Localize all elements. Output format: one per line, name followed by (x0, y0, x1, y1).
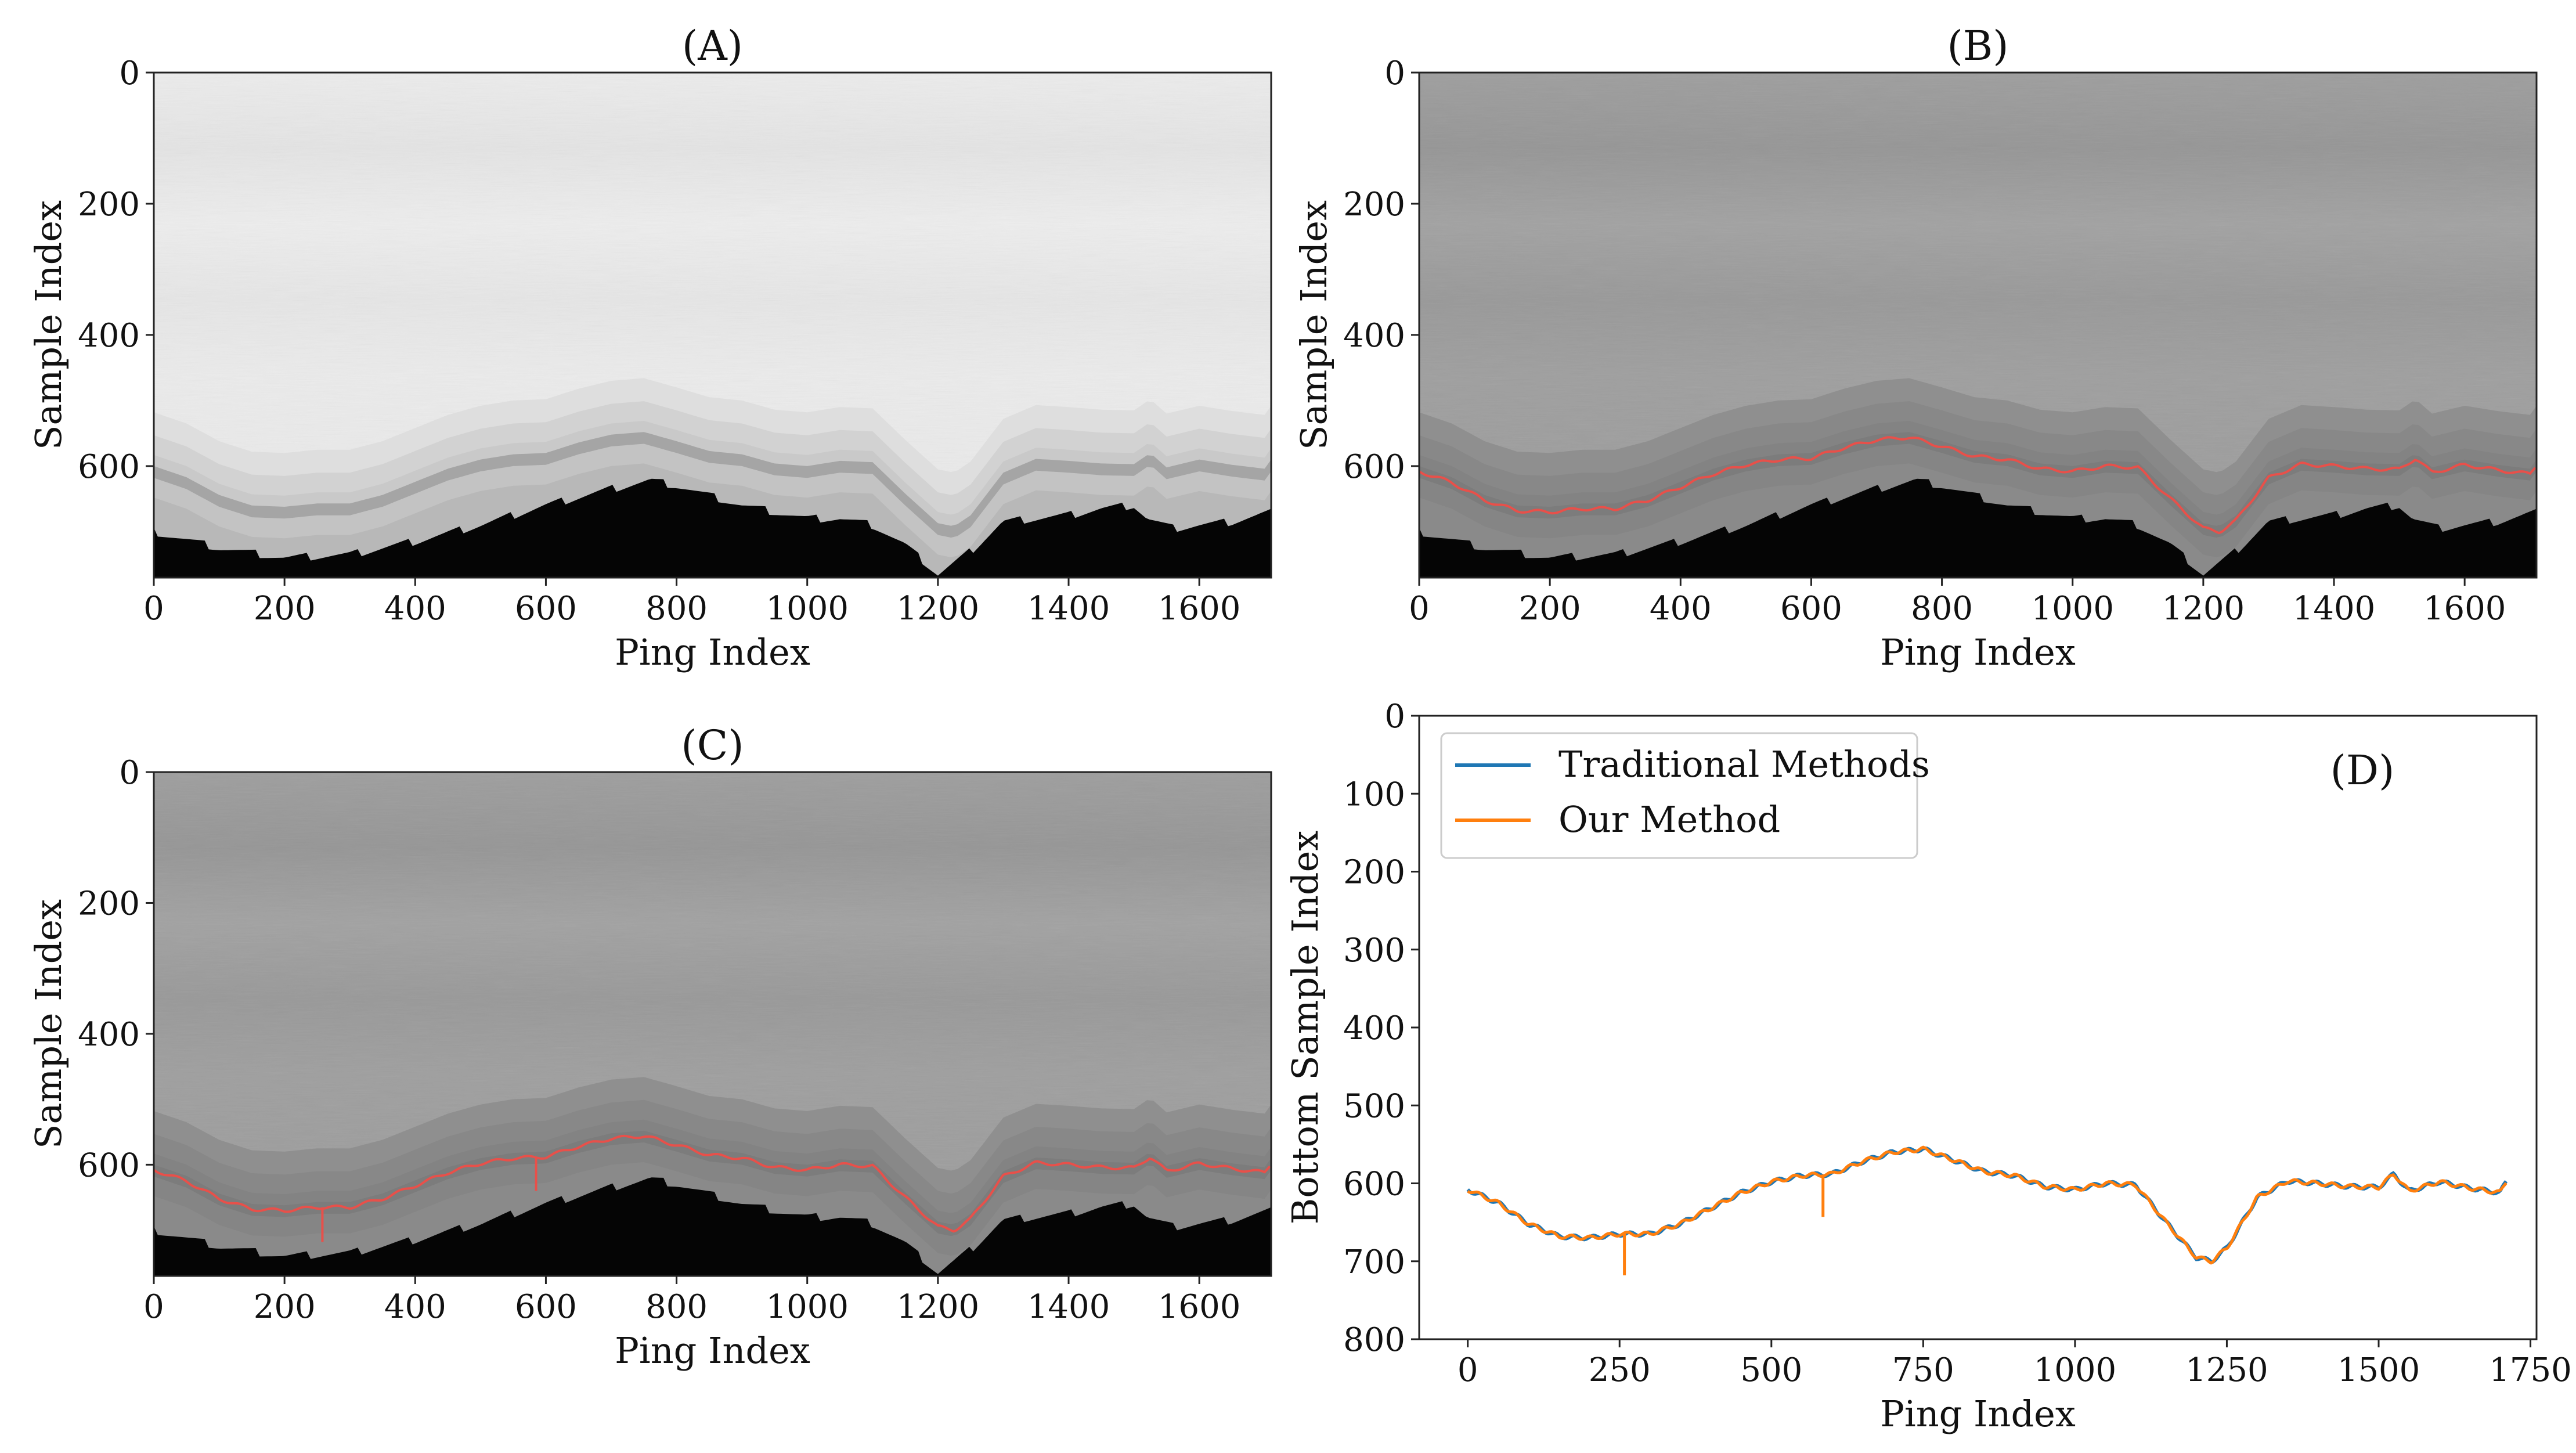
x-tick-label: 600 (1780, 590, 1842, 628)
y-tick-label: 0 (119, 55, 140, 92)
panel-0: 0 200 400 600 800 1000 1200 1400 1600 0 200 400 600 P… (27, 22, 1272, 673)
y-tick-label: 0 (1384, 55, 1405, 92)
x-tick-label: 1400 (1027, 590, 1110, 628)
x-tick-label: 0 (143, 590, 164, 628)
x-tick-label: 1750 (2489, 1351, 2572, 1389)
y-tick-label: 200 (1343, 854, 1405, 892)
plot-frame (153, 71, 1272, 579)
y-tick-label: 600 (78, 1146, 140, 1184)
x-tick-label: 1400 (2293, 590, 2376, 628)
x-tick-label: 800 (645, 1288, 708, 1326)
panel-title: (C) (681, 722, 744, 769)
y-tick-label: 800 (1343, 1321, 1405, 1359)
x-tick-label: 0 (143, 1288, 164, 1326)
y-tick-label: 400 (1343, 317, 1405, 355)
x-tick-label: 1200 (897, 1288, 980, 1326)
panel-title: (A) (682, 22, 743, 70)
x-tick-label: 200 (254, 1288, 316, 1326)
x-tick-label: 500 (1740, 1351, 1802, 1389)
x-tick-label: 800 (1911, 590, 1973, 628)
y-axis-label: Sample Index (27, 200, 70, 450)
legend-label: Traditional Methods (1558, 743, 1930, 785)
y-tick-label: 400 (1343, 1009, 1405, 1047)
x-tick-label: 0 (1457, 1351, 1478, 1389)
panel-2: 0 200 400 600 800 1000 1200 1400 1600 0 200 400 600 P… (27, 722, 1272, 1372)
x-tick-label: 250 (1589, 1351, 1651, 1389)
x-tick-label: 600 (515, 1288, 577, 1326)
y-tick-label: 100 (1343, 776, 1405, 813)
plot-frame (153, 771, 1272, 1277)
panel-title: (D) (2330, 747, 2395, 794)
y-tick-label: 200 (78, 885, 140, 922)
y-axis-label: Sample Index (1293, 200, 1335, 450)
series-line-1 (1467, 1145, 2508, 1265)
y-tick-label: 400 (78, 1016, 140, 1054)
legend-label: Our Method (1558, 798, 1780, 841)
y-tick-label: 700 (1343, 1243, 1405, 1281)
x-axis-label: Ping Index (615, 631, 810, 673)
x-tick-label: 0 (1409, 590, 1430, 628)
panel-1: 0 200 400 600 800 1000 1200 1400 1600 0 200 400 600 P… (1293, 22, 2538, 673)
y-tick-label: 600 (1343, 448, 1405, 486)
y-tick-label: 300 (1343, 932, 1405, 969)
y-axis-label: Bottom Sample Index (1284, 831, 1326, 1224)
x-tick-label: 1600 (1158, 1288, 1241, 1326)
panel-title: (B) (1947, 22, 2008, 70)
y-tick-label: 600 (1343, 1166, 1405, 1203)
x-tick-label: 1250 (2185, 1351, 2268, 1389)
y-tick-label: 400 (78, 317, 140, 355)
x-tick-label: 750 (1892, 1351, 1954, 1389)
x-tick-label: 1200 (897, 590, 980, 628)
bottom-line (153, 1134, 1271, 1233)
x-axis-label: Ping Index (1880, 1393, 2076, 1435)
seabed-shadow (1419, 478, 2537, 578)
x-tick-label: 1000 (2034, 1351, 2117, 1389)
x-axis-label: Ping Index (1880, 631, 2076, 673)
legend: Traditional Methods Our Method (1440, 732, 1930, 859)
y-tick-label: 500 (1343, 1087, 1405, 1125)
x-tick-label: 1000 (766, 590, 849, 628)
y-tick-label: 600 (78, 448, 140, 486)
bottom-line (1418, 436, 2537, 535)
x-tick-label: 1600 (1158, 590, 1241, 628)
x-tick-label: 1000 (2031, 590, 2114, 628)
legend-box (1440, 732, 1918, 859)
seabed-shadow (154, 1177, 1271, 1276)
x-tick-label: 400 (384, 590, 446, 628)
x-tick-label: 800 (645, 590, 708, 628)
y-axis-label: Sample Index (27, 899, 70, 1149)
x-tick-label: 200 (1519, 590, 1581, 628)
x-tick-label: 1200 (2162, 590, 2245, 628)
x-tick-label: 200 (254, 590, 316, 628)
x-tick-label: 1400 (1027, 1288, 1110, 1326)
x-tick-label: 1500 (2337, 1351, 2420, 1389)
plot-frame (1418, 71, 2538, 579)
y-tick-label: 0 (1384, 698, 1405, 735)
y-tick-label: 0 (119, 754, 140, 792)
x-tick-label: 400 (384, 1288, 446, 1326)
x-tick-label: 1000 (766, 1288, 849, 1326)
x-tick-label: 1600 (2423, 590, 2506, 628)
seabed-shadow (154, 478, 1271, 578)
panel-3: 0 250 500 750 1000 1250 1500 1750 0 100 200 300 400 5… (1284, 698, 2572, 1435)
y-tick-label: 200 (1343, 186, 1405, 223)
x-axis-label: Ping Index (615, 1329, 810, 1372)
y-tick-label: 200 (78, 186, 140, 223)
x-tick-label: 400 (1650, 590, 1712, 628)
x-tick-label: 600 (515, 590, 577, 628)
